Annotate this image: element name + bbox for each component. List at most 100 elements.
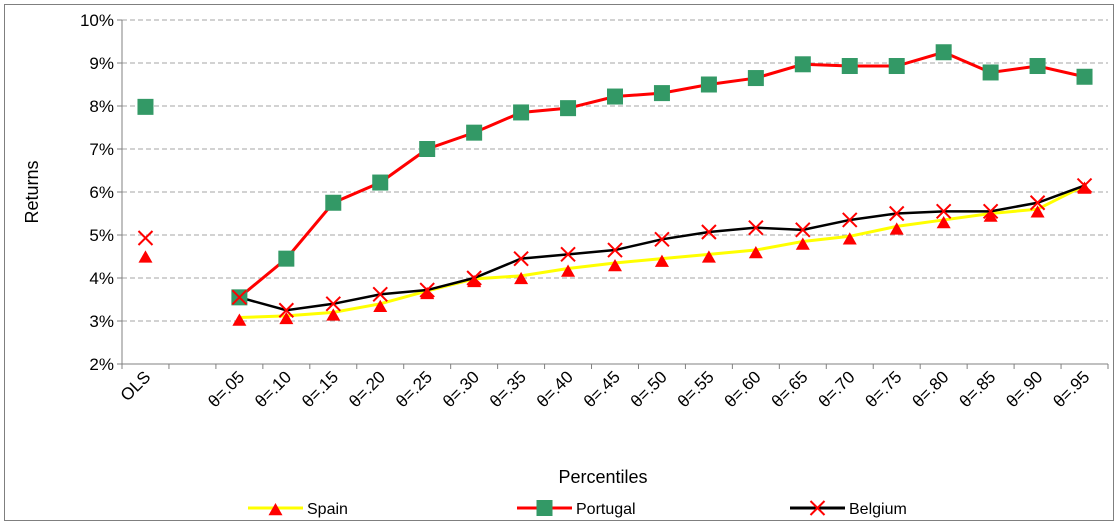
- x-tick-label: θ=.70: [815, 367, 859, 411]
- data-point: [1030, 205, 1045, 218]
- data-point: [513, 104, 530, 121]
- data-point: [419, 141, 436, 157]
- x-tick-label: θ=.05: [204, 367, 248, 411]
- x-tick-label: θ=.75: [862, 367, 906, 411]
- data-point: [654, 231, 670, 248]
- data-point: [747, 70, 764, 87]
- series-line: [239, 184, 1085, 312]
- y-axis-title: Returns: [22, 160, 42, 223]
- data-point: [653, 85, 670, 102]
- data-point: [794, 56, 811, 73]
- data-point: [561, 264, 576, 277]
- data-point: [795, 222, 811, 238]
- legend-item: Portugal: [517, 500, 636, 518]
- data-point: [278, 302, 295, 318]
- data-point: [701, 250, 716, 263]
- data-point: [137, 98, 154, 115]
- y-tick-label: 7%: [89, 140, 114, 159]
- x-tick-label: θ=.80: [909, 367, 953, 411]
- x-tick-label: θ=.45: [580, 367, 624, 411]
- y-tick-label: 9%: [89, 54, 114, 73]
- data-point: [466, 270, 482, 286]
- data-point: [608, 258, 622, 272]
- x-tick-label: θ=.50: [627, 367, 671, 411]
- data-point: [748, 246, 763, 259]
- data-point: [795, 237, 810, 250]
- x-tick-label: θ=.55: [674, 367, 718, 411]
- x-tick-label: θ=.15: [298, 367, 342, 411]
- data-point: [419, 282, 435, 298]
- x-axis-title: Percentiles: [558, 467, 647, 487]
- data-point: [325, 194, 342, 211]
- data-point: [935, 44, 952, 61]
- legend-label: Spain: [307, 501, 348, 518]
- series-markers: [137, 44, 1093, 306]
- y-tick-label: 8%: [89, 97, 114, 116]
- data-point: [232, 313, 247, 326]
- x-tick-label: θ=.20: [345, 367, 389, 411]
- data-point: [373, 299, 388, 313]
- y-tick-label: 10%: [80, 11, 114, 30]
- data-point: [1029, 195, 1046, 211]
- y-tick-label: 4%: [89, 269, 114, 288]
- data-point: [514, 271, 529, 285]
- data-point: [1076, 68, 1093, 85]
- data-point: [268, 503, 283, 516]
- legend: Spain Portugal Belgium: [248, 500, 907, 518]
- data-point: [278, 250, 295, 267]
- legend-label: Belgium: [849, 501, 907, 518]
- data-point: [420, 286, 435, 300]
- y-tick-label: 5%: [89, 226, 114, 245]
- data-point: [560, 246, 576, 263]
- data-point: [137, 230, 154, 246]
- chart-frame: [4, 4, 1114, 521]
- x-tick-label: θ=.90: [1003, 367, 1047, 411]
- x-tick-label: θ=.30: [439, 367, 483, 411]
- data-point: [842, 232, 857, 245]
- data-point: [700, 76, 717, 93]
- data-point: [809, 500, 826, 516]
- data-point: [467, 274, 482, 288]
- data-point: [888, 58, 905, 75]
- gridlines: [122, 19, 1108, 322]
- x-tick-label: OLS: [117, 367, 154, 404]
- data-point: [654, 254, 669, 267]
- axes: [117, 19, 1109, 369]
- y-tick-labels: 2% 3% 4% 5% 6% 7% 8% 9% 10%: [80, 11, 114, 374]
- data-point: [935, 203, 952, 220]
- data-point: [607, 242, 623, 258]
- y-tick-label: 2%: [89, 355, 114, 374]
- data-point: [231, 289, 248, 306]
- data-point: [279, 311, 294, 325]
- x-tick-label: θ=.65: [768, 367, 812, 411]
- data-point: [536, 500, 553, 516]
- data-point: [701, 224, 717, 240]
- data-point: [1029, 58, 1046, 75]
- data-point: [325, 296, 341, 312]
- data-point: [842, 212, 858, 228]
- data-point: [513, 250, 529, 267]
- data-point: [1076, 177, 1093, 194]
- series-layer: [137, 44, 1093, 326]
- x-tick-label: θ=.10: [251, 367, 295, 411]
- series-markers: [137, 177, 1093, 318]
- x-tick-label: θ=.60: [721, 367, 765, 411]
- data-point: [982, 64, 999, 81]
- x-tick-labels: OLS θ=.05 θ=.10 θ=.15 θ=.20 θ=.25 θ=.30 θ=.35 θ=…: [117, 367, 1094, 411]
- data-point: [372, 174, 389, 191]
- legend-label: Portugal: [576, 501, 636, 518]
- data-point: [560, 100, 577, 117]
- data-point: [889, 222, 904, 235]
- data-point: [748, 219, 764, 236]
- data-point: [326, 308, 341, 321]
- x-tick-label: θ=.25: [392, 367, 436, 411]
- data-point: [982, 203, 999, 220]
- data-point: [841, 58, 858, 75]
- y-tick-label: 6%: [89, 183, 114, 202]
- data-point: [466, 124, 483, 141]
- data-point: [138, 250, 153, 263]
- legend-item: Belgium: [790, 500, 907, 518]
- series-markers: [138, 181, 1092, 326]
- data-point: [936, 215, 951, 229]
